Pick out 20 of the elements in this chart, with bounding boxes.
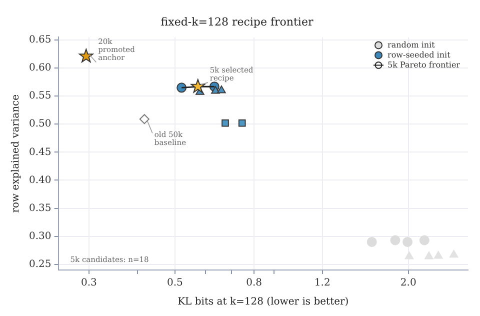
x-axis-title: KL bits at k=128 (lower is better) [178,296,349,308]
y-axis-title: row explained variance [10,94,22,213]
legend-label: 5k Pareto frontier [388,60,460,70]
y-tick-label: 0.65 [29,34,52,46]
x-tick-label: 1.2 [314,278,330,289]
x-tick-label: 0.8 [246,278,262,289]
y-tick-label: 0.60 [29,62,52,74]
x-tick-label: 0.5 [167,278,183,289]
y-tick-label: 0.55 [29,90,52,102]
y-tick-label: 0.35 [29,202,52,214]
legend-label: random init [388,40,436,50]
y-tick-label: 0.30 [29,230,52,242]
y-tick-label: 0.25 [29,258,52,270]
y-tick-label: 0.50 [29,118,52,130]
chart-title: fixed-k=128 recipe frontier [160,15,314,28]
x-tick-label: 0.3 [81,278,97,289]
x-tick-label: 2.0 [400,278,416,289]
y-tick-label: 0.40 [29,174,52,186]
legend-label: row-seeded init [388,50,452,60]
y-tick-label: 0.45 [29,146,52,158]
